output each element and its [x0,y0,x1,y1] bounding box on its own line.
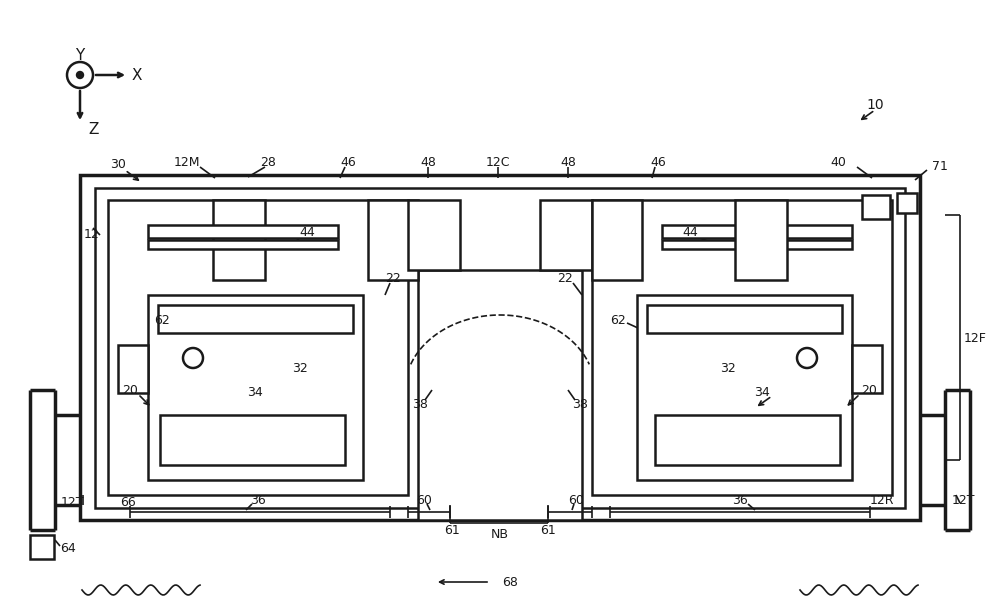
Text: 66: 66 [120,495,136,508]
Bar [897,193,917,213]
Text: 46: 46 [340,155,356,169]
Bar [80,175,920,520]
Bar [647,305,842,333]
Bar [95,188,905,508]
Bar [408,200,460,270]
Bar [852,345,882,393]
Bar [148,295,363,480]
Bar [418,270,582,520]
Text: 46: 46 [650,155,666,169]
Bar [213,200,265,280]
Text: Y: Y [75,48,85,62]
Bar [592,200,892,495]
Text: 10: 10 [866,98,884,112]
Bar [368,200,418,280]
Bar [160,415,345,465]
Bar [735,200,787,280]
Text: 34: 34 [754,387,770,399]
Bar [30,535,54,559]
Text: 62: 62 [610,313,626,327]
Text: X: X [132,68,142,82]
Text: 12R: 12R [870,494,894,506]
Text: 36: 36 [732,494,748,506]
Text: Z: Z [89,122,99,137]
Bar [158,305,353,333]
Bar [662,240,852,249]
Text: 71: 71 [932,160,948,174]
Text: 30: 30 [110,159,126,171]
Text: 68: 68 [502,575,518,589]
Text: 44: 44 [299,226,315,238]
Bar [655,415,840,465]
Bar [592,200,642,280]
Text: 20: 20 [861,384,877,396]
Text: 20: 20 [122,384,138,396]
Text: 60: 60 [416,494,432,506]
Text: 22: 22 [557,272,573,284]
Text: 28: 28 [260,155,276,169]
Text: 36: 36 [250,494,266,506]
Bar [662,225,852,238]
Text: 40: 40 [830,155,846,169]
Text: NB: NB [491,529,509,541]
Text: 38: 38 [412,399,428,411]
Text: 12M: 12M [174,155,200,169]
Bar [862,195,890,219]
Text: 22: 22 [385,272,401,284]
Text: 61: 61 [540,523,556,537]
Bar [118,345,148,393]
Text: 61: 61 [444,523,460,537]
Circle shape [76,71,84,79]
Bar [148,240,338,249]
Text: 12F: 12F [964,332,986,344]
Text: 32: 32 [720,362,736,374]
Text: 60: 60 [568,494,584,506]
Text: 32: 32 [292,362,308,374]
Text: 62: 62 [154,313,170,327]
Bar [540,200,592,270]
Text: 48: 48 [420,155,436,169]
Text: 64: 64 [60,541,76,555]
Text: 12: 12 [84,229,100,241]
Text: 34: 34 [247,387,263,399]
Bar [148,225,338,238]
Text: 12T: 12T [60,495,84,508]
Bar [108,200,408,495]
Text: 48: 48 [560,155,576,169]
Text: 12C: 12C [486,155,510,169]
Text: 38: 38 [572,399,588,411]
Text: 12T: 12T [951,494,975,506]
Text: 44: 44 [682,226,698,238]
Bar [637,295,852,480]
